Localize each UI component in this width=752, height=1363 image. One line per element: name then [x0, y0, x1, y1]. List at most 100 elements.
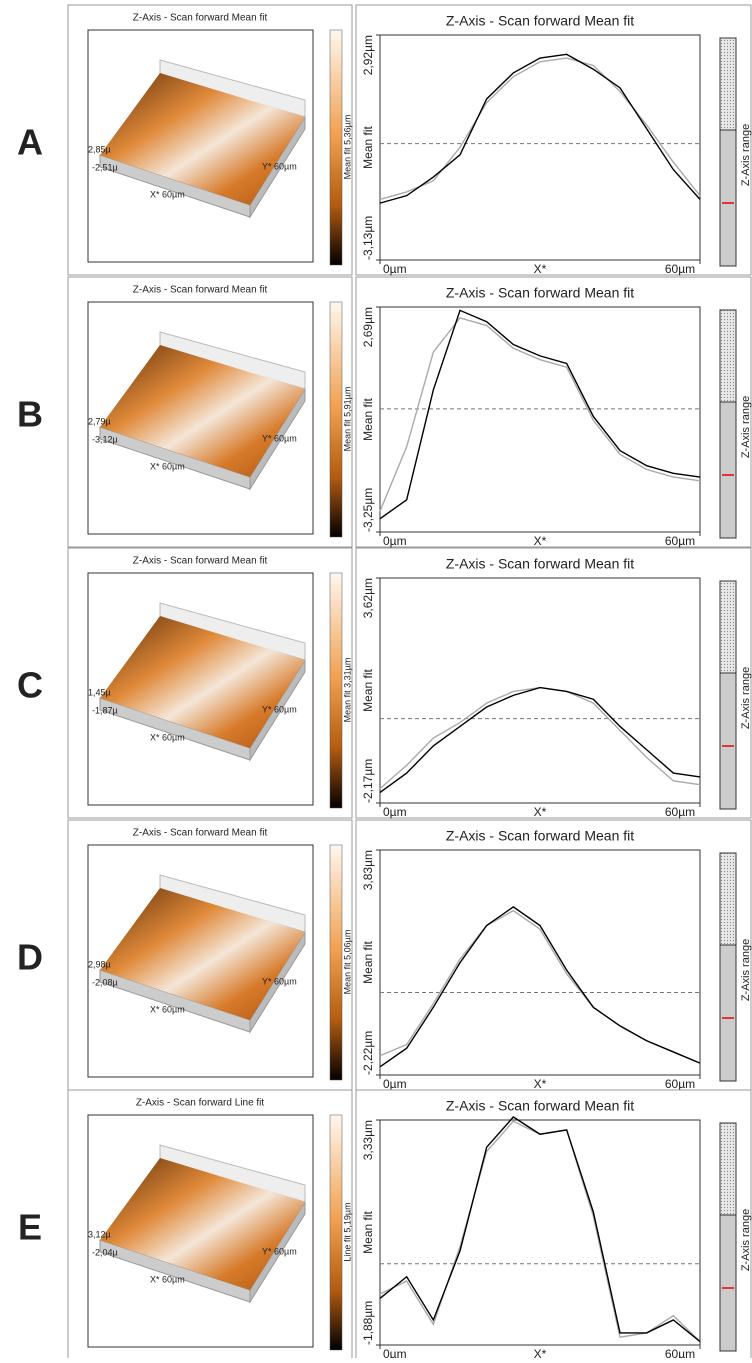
profile-title: Z-Axis - Scan forward Mean fit	[446, 13, 634, 29]
surface-3d	[100, 1158, 305, 1290]
range-label: Z-Axis range	[740, 1209, 752, 1271]
profile-title: Z-Axis - Scan forward Mean fit	[446, 1098, 634, 1114]
plot-area	[379, 577, 701, 804]
surface-3d	[100, 345, 305, 477]
x-axis-label: X* 60µm	[150, 1004, 185, 1014]
z-top-label: 2,79µ	[88, 416, 111, 426]
profile-box	[355, 1089, 752, 1361]
panel-label: B	[17, 394, 43, 435]
y-tick-label: -2,22µm	[361, 1031, 375, 1075]
plot-area	[379, 306, 701, 533]
x-axis-title: X*	[534, 262, 547, 276]
profile-line	[379, 686, 701, 794]
y-axis-label: Y* 60µm	[262, 704, 297, 714]
y-axis-label: Y* 60µm	[262, 976, 297, 986]
x-tick-label: 60µm	[665, 1077, 695, 1091]
panel-label: A	[17, 122, 43, 163]
y-tick-label: -2,17µm	[361, 759, 375, 803]
profile-title: Z-Axis - Scan forward Mean fit	[446, 828, 634, 844]
y-tick-label: 2,92µm	[361, 35, 375, 75]
panel-label: E	[18, 1207, 42, 1248]
panel-label: C	[17, 665, 43, 706]
y-axis-title: Mean fit	[361, 1210, 375, 1253]
surface-title: Z-Axis - Scan forward Line fit	[136, 1098, 265, 1109]
x-tick-label: 0µm	[383, 805, 407, 819]
z-bottom-label: -2,04µ	[92, 1247, 118, 1257]
range-label: Z-Axis range	[740, 124, 752, 186]
profile-box	[355, 276, 752, 548]
x-axis-title: X*	[534, 534, 547, 548]
surface-title: Z-Axis - Scan forward Mean fit	[133, 828, 268, 839]
x-tick-label: 60µm	[665, 1347, 695, 1358]
colorbar	[329, 301, 343, 538]
profile-title: Z-Axis - Scan forward Mean fit	[446, 285, 634, 301]
surface-3d	[100, 888, 305, 1020]
y-axis-title: Mean fit	[361, 397, 375, 440]
colorbar-label: Mean fit 5,06µm	[342, 930, 352, 995]
z-top-label: 3,12µ	[88, 1229, 111, 1239]
surface-3d	[100, 616, 305, 748]
colorbar-label: Mean fit 5,36µm	[342, 115, 352, 180]
colorbar	[329, 29, 343, 266]
range-label: Z-Axis range	[740, 939, 752, 1001]
z-bottom-label: -3,12µ	[92, 434, 118, 444]
z-bottom-label: -2,51µ	[92, 162, 118, 172]
plot-area	[379, 34, 701, 261]
x-axis-label: X* 60µm	[150, 1274, 185, 1284]
z-top-label: 2,98µ	[88, 959, 111, 969]
y-axis-title: Mean fit	[361, 940, 375, 983]
surface-3d	[100, 73, 305, 205]
y-tick-label: 2,69µm	[361, 307, 375, 347]
profile-line	[379, 309, 701, 520]
profile-box	[355, 819, 752, 1091]
x-axis-label: X* 60µm	[150, 461, 185, 471]
plot-area	[379, 1119, 701, 1346]
colorbar	[329, 572, 343, 809]
x-axis-title: X*	[534, 1077, 547, 1091]
range-window	[719, 401, 737, 539]
x-tick-label: 60µm	[665, 262, 695, 276]
colorbar	[329, 1114, 343, 1351]
profile-line	[379, 53, 701, 204]
y-axis-title: Mean fit	[361, 668, 375, 711]
colorbar	[329, 844, 343, 1081]
y-tick-label: 3,62µm	[361, 578, 375, 618]
profile-line	[379, 1116, 701, 1343]
y-tick-label: 3,83µm	[361, 850, 375, 890]
x-tick-label: 0µm	[383, 262, 407, 276]
surface-title: Z-Axis - Scan forward Mean fit	[133, 285, 268, 296]
x-axis-title: X*	[534, 1347, 547, 1358]
x-tick-label: 0µm	[383, 534, 407, 548]
surface-title: Z-Axis - Scan forward Mean fit	[133, 556, 268, 567]
x-tick-label: 60µm	[665, 805, 695, 819]
range-window	[719, 129, 737, 267]
z-bottom-label: -1,87µ	[92, 705, 118, 715]
profile-line	[379, 317, 701, 512]
range-window	[719, 672, 737, 810]
profile-box	[355, 547, 752, 819]
profile-box	[355, 4, 752, 276]
colorbar-label: Mean fit 5,91µm	[342, 387, 352, 452]
z-top-label: 2,85µ	[88, 144, 111, 154]
y-tick-label: 3,33µm	[361, 1120, 375, 1160]
surface-title: Z-Axis - Scan forward Mean fit	[133, 13, 268, 24]
y-tick-label: -1,88µm	[361, 1301, 375, 1345]
profile-line	[379, 57, 701, 201]
y-tick-label: -3,25µm	[361, 488, 375, 532]
panel-label: D	[17, 937, 43, 978]
y-tick-label: -3,13µm	[361, 216, 375, 260]
x-axis-label: X* 60µm	[150, 732, 185, 742]
profile-line	[379, 906, 701, 1068]
colorbar-label: Line fit 5,19µm	[342, 1202, 352, 1261]
range-label: Z-Axis range	[740, 667, 752, 729]
y-axis-label: Y* 60µm	[262, 433, 297, 443]
z-bottom-label: -2,08µ	[92, 977, 118, 987]
range-window	[719, 944, 737, 1082]
y-axis-label: Y* 60µm	[262, 161, 297, 171]
profile-title: Z-Axis - Scan forward Mean fit	[446, 556, 634, 572]
x-tick-label: 0µm	[383, 1347, 407, 1358]
z-top-label: 1,45µ	[88, 687, 111, 697]
plot-area	[379, 849, 701, 1076]
y-axis-title: Mean fit	[361, 125, 375, 168]
